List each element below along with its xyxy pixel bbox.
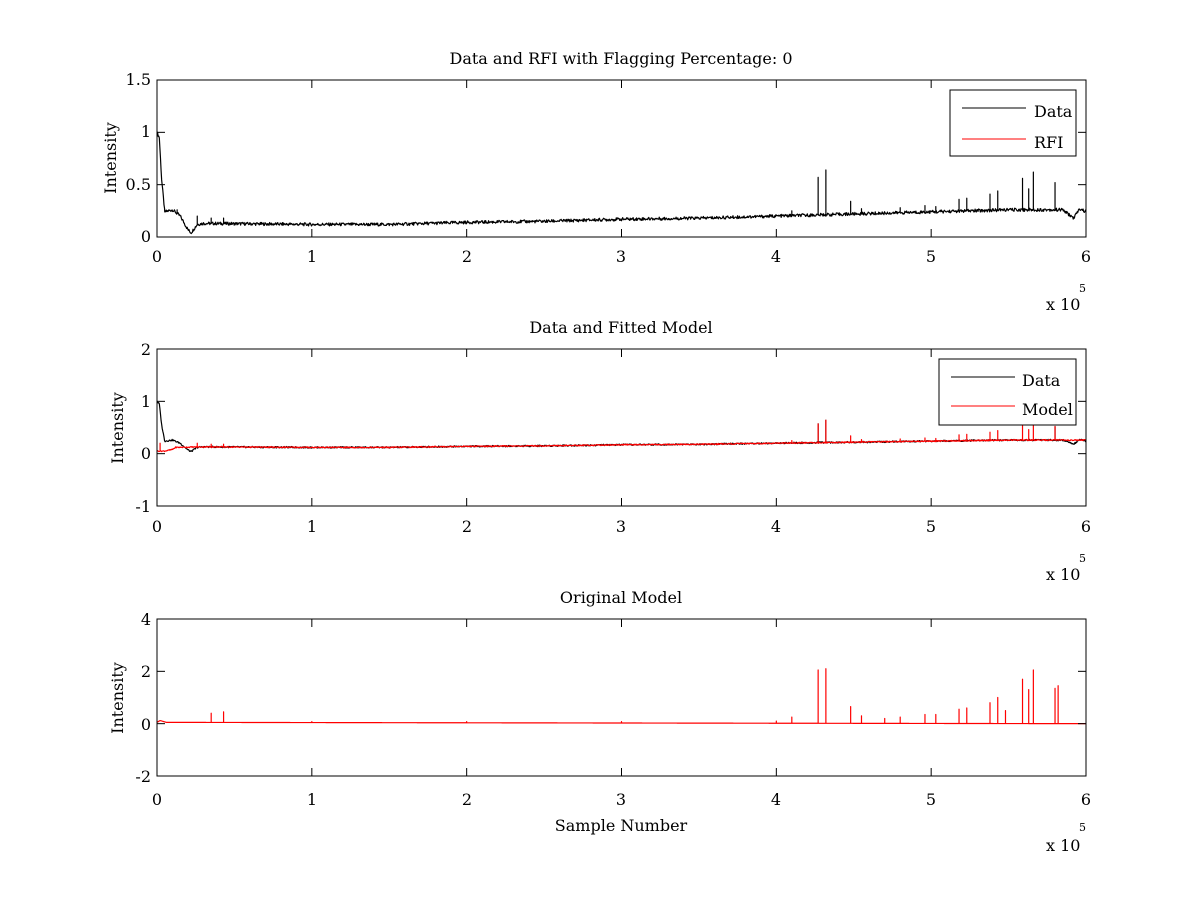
- subplot-2-xtick-label: 1: [307, 517, 317, 536]
- subplot-2-x-exponent-base: x 10: [1046, 565, 1080, 584]
- subplot-3-xtick-label: 4: [771, 790, 781, 809]
- subplot-3-xtick-label: 0: [152, 790, 162, 809]
- subplot-1-x-exponent: x 10 5: [1046, 282, 1086, 314]
- subplot-3-x-exponent-base: x 10: [1046, 836, 1080, 855]
- subplot-3-title: Original Model: [560, 588, 682, 607]
- subplot-3-ylabel: Intensity: [108, 662, 127, 734]
- subplot-1-legend-label-rfi: RFI: [1034, 133, 1063, 152]
- subplot-1-xtick-label: 0: [152, 247, 162, 266]
- subplot-1-xtick-labels: 0 1 2 3 4 5 6: [152, 247, 1091, 266]
- subplot-3-xtick-label: 1: [307, 790, 317, 809]
- subplot-2-title: Data and Fitted Model: [529, 318, 712, 337]
- subplot-2-legend-box: [938, 358, 1077, 426]
- subplot-2-ytick-label: 1: [141, 392, 151, 411]
- subplot-3-xtick-label: 6: [1081, 790, 1091, 809]
- subplot-1-series-group: [157, 131, 1086, 235]
- subplot-3-plot-area: [157, 668, 1086, 725]
- subplot-2-ylabel: Intensity: [108, 392, 127, 464]
- subplot-2-ticks: [156, 348, 1087, 507]
- subplot-1-ytick-labels: 0 0.5 1 1.5: [126, 70, 151, 246]
- subplot-1-legend-box: [949, 89, 1077, 157]
- subplot-1-plot-area: [157, 131, 1086, 235]
- subplot-2-xtick-label: 5: [926, 517, 936, 536]
- subplot-1-xtick-label: 2: [462, 247, 472, 266]
- subplot-2-xtick-label: 6: [1081, 517, 1091, 536]
- subplot-3-x-exponent: x 10 5: [1046, 821, 1086, 855]
- series-line-model: [157, 419, 1086, 453]
- subplot-1-xtick-label: 5: [926, 247, 936, 266]
- subplot-1-ylabel: Intensity: [101, 122, 120, 194]
- subplot-2-ytick-label: 2: [141, 340, 151, 359]
- subplot-3-xlabel: Sample Number: [555, 816, 688, 835]
- subplot-3-ytick-label: -2: [135, 767, 151, 786]
- subplot-3-ytick-label: 4: [141, 610, 151, 629]
- subplot-1-ticks: [156, 79, 1087, 238]
- subplot-3-xtick-label: 3: [616, 790, 626, 809]
- subplot-1-xtick-label: 4: [771, 247, 781, 266]
- subplot-1-ytick-label: 1: [141, 122, 151, 141]
- subplot-2-x-exponent-power: 5: [1079, 552, 1086, 565]
- subplot-2-legend-label-model: Model: [1022, 400, 1073, 419]
- subplot-2-ytick-label: 0: [141, 444, 151, 463]
- subplot-2-xtick-label: 4: [771, 517, 781, 536]
- subplot-3-series-group: [157, 668, 1086, 725]
- subplot-2-ytick-labels: -1 0 1 2: [135, 340, 151, 516]
- subplot-1: Data and RFI with Flagging Percentage: 0…: [101, 49, 1091, 314]
- subplot-1-legend-label-data: Data: [1034, 102, 1073, 121]
- subplot-1-ytick-label: 0.5: [126, 175, 151, 194]
- subplot-2-legend-label-data: Data: [1022, 371, 1061, 390]
- subplot-2-xtick-label: 3: [616, 517, 626, 536]
- subplot-3-ytick-label: 2: [141, 662, 151, 681]
- subplot-3-ytick-label: 0: [141, 715, 151, 734]
- subplot-1-xtick-label: 6: [1081, 247, 1091, 266]
- subplot-2-xtick-labels: 0 1 2 3 4 5 6: [152, 517, 1091, 536]
- subplot-2-xtick-label: 2: [462, 517, 472, 536]
- subplot-1-legend: Data RFI: [949, 89, 1077, 157]
- subplot-1-xtick-label: 1: [307, 247, 317, 266]
- subplot-2-ytick-label: -1: [135, 497, 151, 516]
- subplot-3-ticks: [156, 618, 1087, 777]
- subplot-2: Data and Fitted Model Intensity 0 1 2 3 …: [108, 318, 1091, 584]
- subplot-1-ytick-label: 1.5: [126, 70, 151, 89]
- subplot-2-plot-area: [157, 401, 1086, 453]
- subplot-3-xtick-label: 5: [926, 790, 936, 809]
- subplot-3-xtick-labels: 0 1 2 3 4 5 6: [152, 790, 1091, 809]
- series-line-data: [157, 131, 1086, 235]
- subplot-3-ytick-labels: -2 0 2 4: [135, 610, 151, 786]
- series-line-model: [157, 668, 1086, 725]
- subplot-1-xtick-label: 3: [616, 247, 626, 266]
- subplot-1-title: Data and RFI with Flagging Percentage: 0: [449, 49, 792, 68]
- subplot-2-xtick-label: 0: [152, 517, 162, 536]
- subplot-3: Original Model Intensity 0 1 2 3 4 5 6 -…: [108, 588, 1091, 855]
- subplot-2-series-group: [157, 401, 1086, 453]
- subplot-2-legend: Data Model: [938, 358, 1077, 426]
- subplot-1-x-exponent-base: x 10: [1046, 295, 1080, 314]
- subplot-1-x-exponent-power: 5: [1079, 282, 1086, 295]
- subplot-3-x-exponent-power: 5: [1079, 821, 1086, 834]
- subplot-1-ytick-label: 0: [141, 227, 151, 246]
- subplot-2-x-exponent: x 10 5: [1046, 552, 1086, 584]
- subplot-3-xtick-label: 2: [462, 790, 472, 809]
